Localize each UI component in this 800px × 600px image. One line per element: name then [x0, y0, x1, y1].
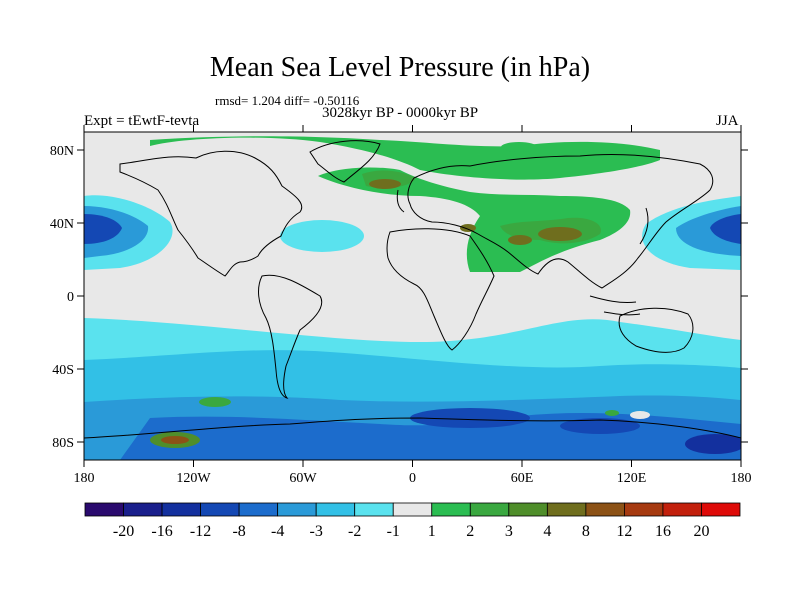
colorbar-box [662, 502, 702, 517]
deep-low-atlantic-sector [410, 408, 530, 428]
latitude-axis: 80N 40N 0 40S 80S [50, 144, 748, 451]
north-america-coast [119, 150, 303, 277]
colorbar-label: 1 [428, 523, 436, 540]
lon-label-180w: 180 [74, 471, 95, 486]
south-america-coast [258, 274, 323, 399]
colorbar-label: -3 [310, 523, 323, 540]
lon-label-120e: 120E [617, 471, 647, 486]
uk-coast [396, 189, 405, 213]
lat-label-80s: 80S [52, 436, 74, 451]
colorbar-label: 4 [543, 523, 551, 540]
colorbar-label: 16 [655, 523, 671, 540]
colorbar-label: -2 [348, 523, 361, 540]
greenland-coast [309, 140, 381, 183]
colorbar-box [508, 502, 548, 517]
lat-label-40s: 40S [52, 363, 74, 378]
colorbar-box [431, 502, 471, 517]
indonesia-coast [589, 295, 641, 316]
lon-label-120w: 120W [176, 471, 211, 486]
colorbar-box [315, 502, 356, 517]
colorbar-box [354, 502, 394, 517]
colorbar-box [277, 502, 317, 517]
colorbar-box [161, 502, 201, 517]
australia-coast [618, 307, 694, 353]
rmsd-diff-stats: rmsd= 1.204 diff= -0.50116 [215, 93, 360, 108]
colorbar-label: -12 [190, 523, 211, 540]
colorbar-box [200, 502, 240, 517]
experiment-label: Expt = tEwtF-tevta [84, 113, 200, 129]
lon-label-180e: 180 [731, 471, 752, 486]
eurasia-coast [407, 153, 714, 289]
longitude-axis: 180 120W 60W 0 60E 120E 180 [74, 125, 752, 486]
colorbar: -20 -16 -12 -8 -4 -3 -2 -1 1 2 3 4 8 12 16 20 [84, 502, 741, 540]
colorbar-label: -8 [232, 523, 245, 540]
lat-label-40n: 40N [50, 217, 74, 232]
colorbar-label: -4 [271, 523, 284, 540]
colorbar-box [701, 502, 741, 517]
colorbar-label: -16 [151, 523, 172, 540]
time-period-label: 3028kyr BP - 0000kyr BP [322, 105, 479, 121]
lon-label-60e: 60E [511, 471, 534, 486]
colorbar-box [546, 502, 587, 517]
colorbar-box [624, 502, 664, 517]
colorbar-label: 20 [693, 523, 709, 540]
colorbar-box [392, 502, 433, 517]
colorbar-label: 2 [466, 523, 474, 540]
colorbar-label: -20 [113, 523, 134, 540]
map-fields [84, 132, 741, 460]
chart-title: Mean Sea Level Pressure (in hPa) [209, 52, 591, 83]
colorbar-box [123, 502, 163, 517]
atlantic-anomaly [280, 220, 364, 252]
colorbar-label: 12 [616, 523, 632, 540]
japan-coast [639, 207, 649, 245]
colorbar-label: -1 [387, 523, 400, 540]
lat-label-80n: 80N [50, 144, 74, 159]
colorbar-box [84, 502, 124, 517]
coastlines [84, 140, 741, 439]
antarctica-coast [84, 417, 741, 439]
eurasia-green-high [318, 167, 631, 272]
colorbar-box [585, 502, 625, 517]
lat-label-eq: 0 [67, 290, 74, 305]
season-label: JJA [716, 113, 739, 129]
colorbar-box [238, 502, 279, 517]
tibet-olive-core [538, 227, 582, 241]
africa-coast [386, 228, 495, 351]
colorbar-label: 3 [505, 523, 513, 540]
lon-label-60w: 60W [289, 471, 317, 486]
colorbar-box [469, 502, 510, 517]
lon-label-0: 0 [409, 471, 416, 486]
europe-olive-core [369, 179, 401, 189]
colorbar-label: 8 [582, 523, 590, 540]
